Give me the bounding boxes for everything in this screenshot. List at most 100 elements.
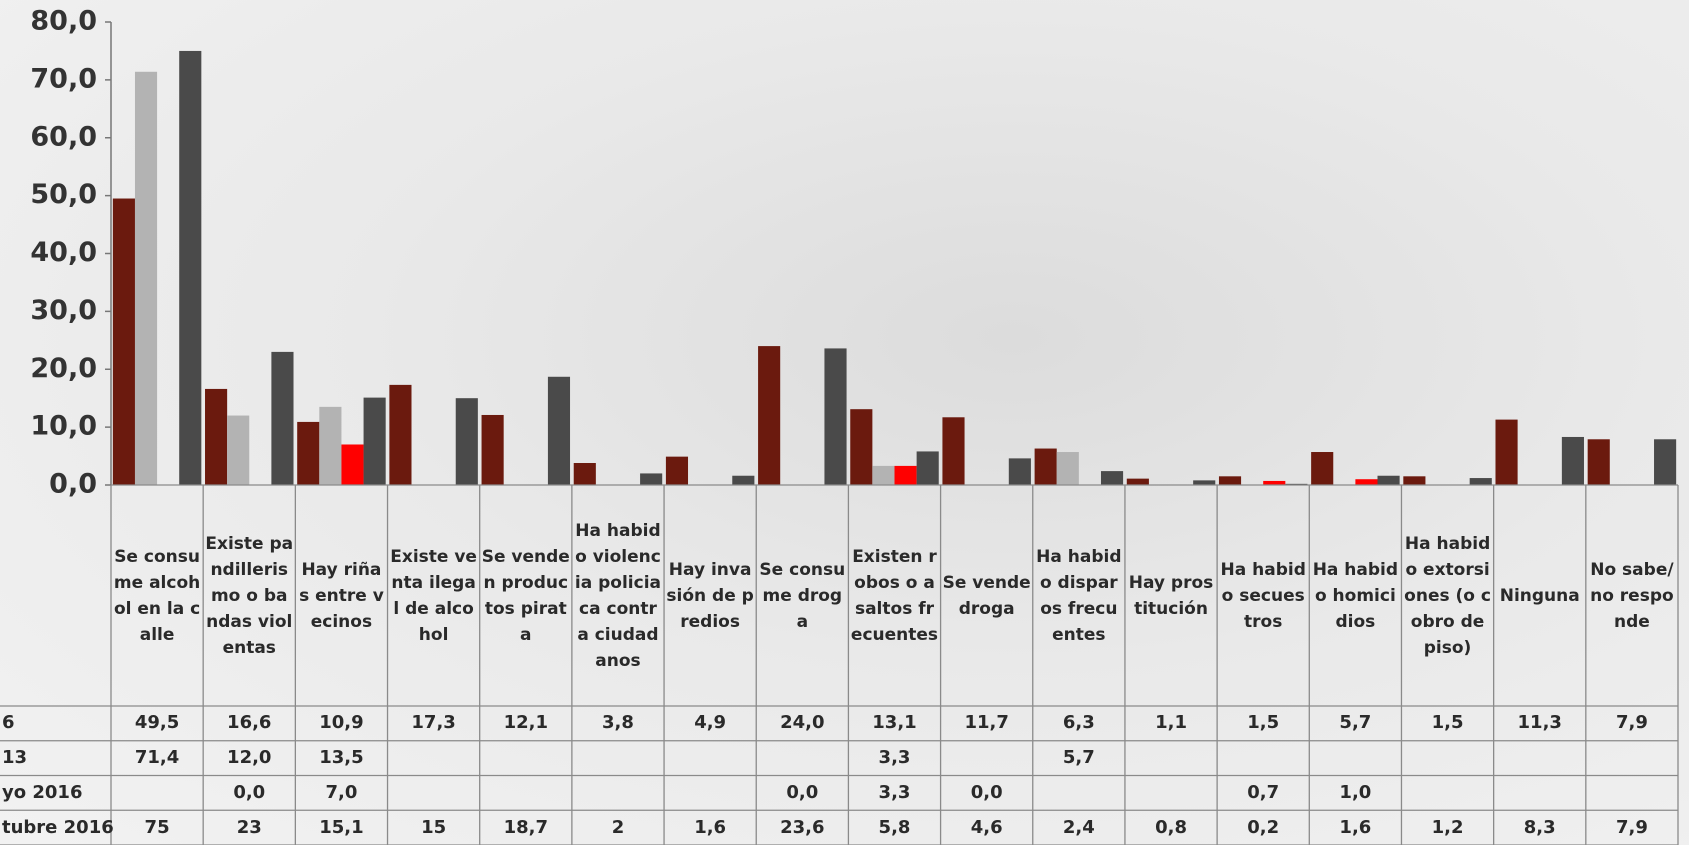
bar — [1495, 419, 1518, 485]
value-label: 0,0 — [233, 781, 266, 803]
value-label: 13,5 — [319, 747, 364, 769]
bar — [363, 397, 386, 485]
category-label: No sabe/no responde — [1590, 559, 1674, 632]
bar — [455, 398, 478, 485]
y-tick-label: 30,0 — [30, 295, 97, 326]
bar — [179, 50, 202, 485]
category-label: Se consume droga — [759, 559, 846, 632]
bar — [134, 71, 158, 486]
category-label: Se vende droga — [942, 572, 1031, 619]
category-label: Hay riñas entre vecinos — [299, 559, 384, 632]
value-label: 15 — [421, 816, 447, 838]
bar — [389, 384, 412, 485]
value-label: 1,1 — [1155, 712, 1187, 734]
y-tick-label: 0,0 — [49, 469, 97, 500]
value-label: 1,6 — [1339, 816, 1372, 838]
bar — [227, 415, 250, 485]
y-tick-label: 80,0 — [30, 6, 97, 37]
value-label: 13,1 — [872, 712, 917, 734]
category-label: Ha habido secuestros — [1220, 559, 1306, 632]
value-label: 1,5 — [1431, 712, 1464, 734]
bar — [850, 409, 873, 485]
category-label: Ha habido extorsiones (o cobro de piso) — [1404, 533, 1491, 658]
category-label: Existen robos o asaltos frecuentes — [850, 546, 939, 645]
bar — [1100, 471, 1124, 485]
legend-label: tubre 2016 — [2, 816, 114, 838]
legend-label: yo 2016 — [2, 781, 83, 803]
value-label: 6,3 — [1062, 712, 1095, 734]
bar — [205, 388, 228, 485]
value-label: 1,5 — [1247, 712, 1280, 734]
category-label: Hay invasión de predios — [666, 559, 754, 632]
value-label: 11,7 — [964, 712, 1009, 734]
value-label: 1,2 — [1431, 816, 1464, 838]
value-label: 0,7 — [1247, 781, 1280, 803]
value-label: 11,3 — [1517, 712, 1562, 734]
value-label: 15,1 — [319, 816, 364, 838]
value-label: 12,1 — [503, 712, 548, 734]
value-label: 12,0 — [227, 747, 272, 769]
value-label: 7,9 — [1615, 712, 1648, 734]
bar — [894, 465, 917, 485]
bar — [872, 465, 895, 485]
value-label: 0,2 — [1247, 816, 1280, 838]
bar — [297, 421, 320, 485]
category-label: Ha habido homicidios — [1312, 559, 1399, 632]
category-label: Ha habido violencia policiaca contra ciu… — [574, 520, 662, 671]
bar — [1654, 439, 1677, 485]
bar — [1403, 476, 1426, 485]
value-label: 2 — [611, 816, 625, 838]
value-label: 7,9 — [1615, 816, 1648, 838]
bar — [916, 451, 939, 485]
bar — [1377, 475, 1400, 485]
value-label: 18,7 — [503, 816, 548, 838]
value-label: 3,3 — [878, 747, 911, 769]
legend-label: 6 — [2, 712, 15, 734]
bar — [732, 475, 755, 485]
value-label: 3,3 — [878, 781, 911, 803]
y-tick-label: 70,0 — [30, 63, 97, 94]
value-label: 1,6 — [694, 816, 727, 838]
y-tick-label: 50,0 — [30, 179, 97, 210]
bar — [573, 463, 596, 485]
value-label: 7,0 — [325, 781, 358, 803]
bar — [758, 346, 781, 485]
value-label: 10,9 — [319, 712, 364, 734]
bar — [1218, 476, 1242, 485]
value-label: 71,4 — [134, 747, 180, 769]
bar — [1193, 480, 1216, 485]
bar — [1311, 452, 1334, 485]
value-label: 0,0 — [786, 781, 819, 803]
y-tick-label: 40,0 — [30, 237, 97, 268]
value-label: 24,0 — [780, 712, 825, 734]
bar — [271, 351, 294, 485]
category-label: Ninguna — [1499, 585, 1580, 606]
value-label: 23,6 — [780, 816, 825, 838]
category-label: Existe pandillerismo o bandas violentas — [205, 533, 294, 658]
category-label: Se venden productos pirata — [481, 546, 570, 645]
bar — [665, 456, 689, 485]
category-label: Se consume alcohol en la calle — [113, 546, 201, 645]
value-label: 4,9 — [694, 712, 727, 734]
value-label: 49,5 — [134, 712, 180, 734]
value-label: 8,3 — [1523, 816, 1556, 838]
bar — [1126, 478, 1149, 485]
y-tick-label: 60,0 — [30, 121, 97, 152]
bar — [824, 348, 847, 485]
bar — [341, 444, 364, 485]
value-label: 5,7 — [1062, 747, 1095, 769]
value-label: 17,3 — [411, 712, 456, 734]
category-label: Hay prostitución — [1128, 572, 1214, 619]
category-label: Existe venta ilegal de alcohol — [390, 546, 477, 645]
bar — [1355, 479, 1378, 485]
value-label: 16,6 — [227, 712, 272, 734]
bar — [1587, 439, 1610, 485]
bar — [1263, 480, 1286, 485]
bar — [112, 198, 135, 486]
bar — [1561, 436, 1584, 485]
legend-label: 13 — [2, 747, 28, 769]
bar — [547, 376, 571, 485]
value-label: 23 — [236, 816, 262, 838]
